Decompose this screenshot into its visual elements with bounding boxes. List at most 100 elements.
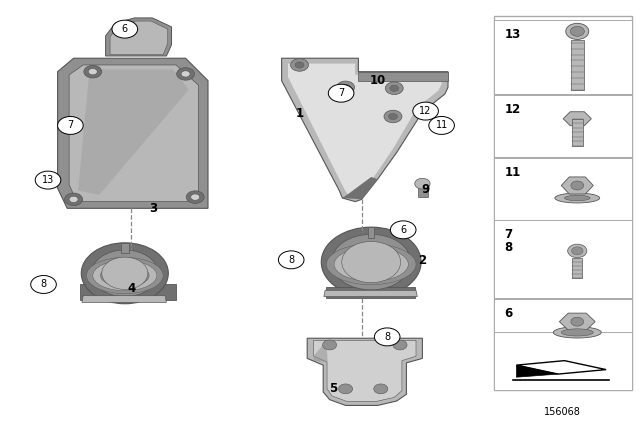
Polygon shape [418, 187, 428, 197]
Polygon shape [307, 338, 422, 405]
FancyBboxPatch shape [494, 332, 632, 390]
Circle shape [191, 194, 200, 200]
Polygon shape [342, 177, 378, 199]
Text: 11: 11 [435, 121, 448, 130]
FancyBboxPatch shape [494, 20, 632, 94]
Circle shape [328, 84, 354, 102]
Circle shape [385, 82, 403, 95]
Circle shape [390, 85, 399, 91]
Circle shape [341, 84, 350, 90]
Circle shape [291, 59, 308, 71]
Ellipse shape [334, 247, 408, 281]
Polygon shape [288, 64, 442, 196]
FancyBboxPatch shape [494, 95, 632, 157]
Text: 3: 3 [150, 202, 157, 215]
Circle shape [323, 340, 337, 350]
Circle shape [571, 181, 584, 190]
Circle shape [92, 250, 158, 297]
Circle shape [393, 340, 407, 350]
Circle shape [342, 241, 401, 283]
Text: 12: 12 [504, 103, 520, 116]
Circle shape [112, 20, 138, 38]
Circle shape [415, 178, 430, 189]
Ellipse shape [561, 329, 593, 336]
Circle shape [390, 221, 416, 239]
Polygon shape [106, 18, 172, 56]
Circle shape [181, 71, 190, 77]
Ellipse shape [353, 256, 389, 272]
Text: 156068: 156068 [545, 407, 581, 417]
Circle shape [186, 191, 204, 203]
Ellipse shape [553, 327, 602, 338]
Circle shape [102, 257, 148, 289]
Ellipse shape [326, 244, 416, 285]
Text: 5: 5 [329, 382, 337, 396]
Text: 7
8: 7 8 [504, 228, 513, 254]
Polygon shape [69, 65, 198, 202]
Ellipse shape [555, 193, 600, 203]
Circle shape [566, 23, 589, 39]
Polygon shape [80, 284, 176, 300]
Circle shape [81, 243, 168, 304]
Polygon shape [78, 69, 189, 195]
Circle shape [571, 317, 584, 326]
Text: 8: 8 [40, 280, 47, 289]
FancyBboxPatch shape [494, 158, 632, 220]
Text: 12: 12 [419, 106, 432, 116]
Text: 4: 4 [127, 282, 135, 296]
Polygon shape [572, 119, 583, 146]
Text: 1: 1 [296, 107, 303, 120]
FancyBboxPatch shape [494, 299, 632, 361]
Polygon shape [571, 40, 584, 90]
Polygon shape [572, 258, 582, 278]
Polygon shape [358, 72, 448, 81]
Circle shape [332, 234, 411, 290]
Circle shape [568, 244, 587, 258]
Polygon shape [516, 361, 606, 374]
Text: 6: 6 [504, 307, 513, 320]
Polygon shape [110, 21, 168, 55]
Polygon shape [561, 177, 593, 194]
Text: 7: 7 [338, 88, 344, 98]
FancyBboxPatch shape [494, 16, 632, 390]
Text: 8: 8 [288, 255, 294, 265]
Text: 6: 6 [122, 24, 128, 34]
Circle shape [88, 69, 97, 75]
Text: 6: 6 [400, 225, 406, 235]
Circle shape [65, 193, 83, 206]
Circle shape [295, 62, 304, 68]
Polygon shape [82, 296, 166, 302]
Ellipse shape [93, 260, 157, 291]
Polygon shape [563, 112, 591, 126]
Circle shape [374, 384, 388, 394]
Text: 10: 10 [369, 74, 386, 87]
Text: 8: 8 [384, 332, 390, 342]
Circle shape [384, 110, 402, 123]
Ellipse shape [86, 257, 163, 294]
Text: 7: 7 [67, 121, 74, 130]
Text: 13: 13 [42, 175, 54, 185]
Polygon shape [559, 313, 595, 330]
Ellipse shape [100, 264, 149, 287]
Circle shape [278, 251, 304, 269]
Text: 2: 2 [419, 254, 426, 267]
Polygon shape [516, 365, 558, 377]
Circle shape [339, 384, 353, 394]
Polygon shape [368, 227, 374, 238]
Ellipse shape [111, 269, 139, 282]
Text: 13: 13 [504, 28, 520, 41]
Circle shape [177, 68, 195, 80]
Circle shape [388, 113, 397, 120]
Ellipse shape [343, 251, 399, 277]
Polygon shape [282, 58, 448, 202]
Polygon shape [326, 287, 415, 298]
Polygon shape [314, 340, 328, 362]
Circle shape [337, 81, 355, 94]
Ellipse shape [564, 195, 590, 201]
Circle shape [69, 196, 78, 202]
Circle shape [31, 276, 56, 293]
Circle shape [321, 227, 421, 297]
Circle shape [429, 116, 454, 134]
Circle shape [570, 26, 584, 36]
Circle shape [374, 328, 400, 346]
